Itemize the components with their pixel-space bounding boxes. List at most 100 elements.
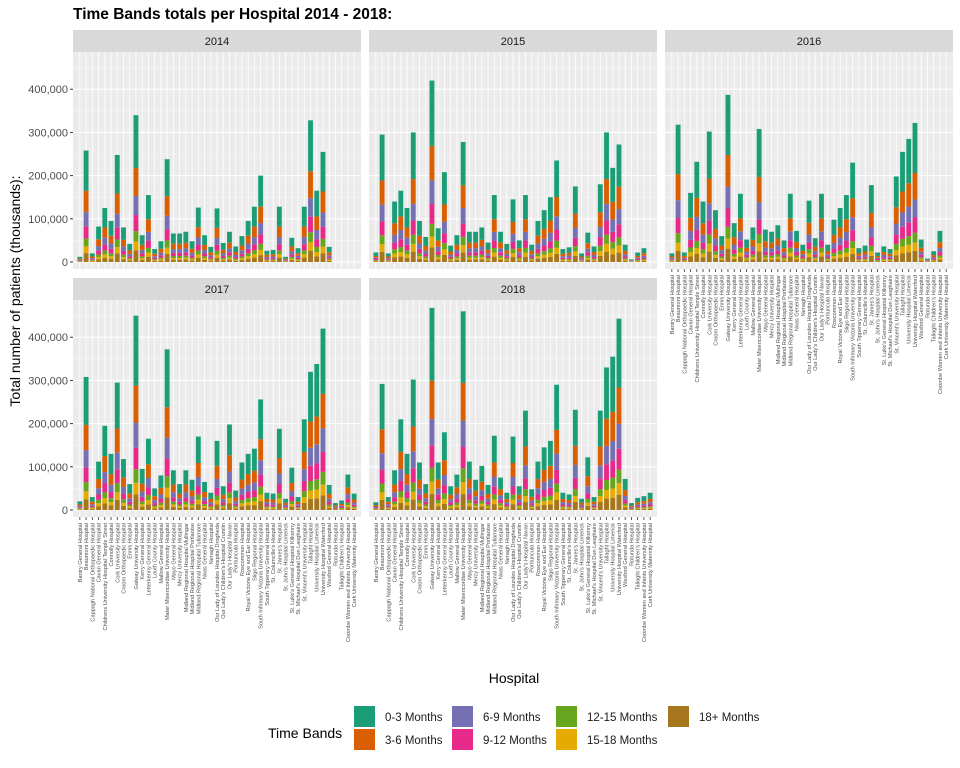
bar-segment (491, 476, 497, 487)
bar-segment (227, 503, 232, 510)
bar-segment (454, 253, 460, 257)
bar-segment (295, 497, 301, 502)
gridlines (665, 52, 953, 269)
bar-segment (560, 260, 566, 261)
bar-segment (164, 196, 170, 216)
x-tick-label: Roscommon Hospital (240, 523, 246, 576)
bar-segment (591, 507, 597, 509)
bar-segment (541, 447, 547, 470)
bar-segment (485, 242, 491, 250)
bar-segment (152, 488, 158, 497)
bar-segment (485, 501, 491, 505)
bar-segment (264, 502, 270, 505)
bar-segment (442, 243, 447, 250)
bar-segment (700, 223, 706, 235)
bar-segment (108, 453, 114, 475)
bar-segment (731, 249, 737, 254)
bar-segment (498, 231, 503, 243)
bar-segment (351, 506, 357, 508)
bar-segment (233, 255, 239, 258)
bar-segment (906, 183, 912, 207)
bar-segment (694, 229, 700, 241)
bar-segment (731, 223, 737, 238)
bar-segment (108, 505, 114, 510)
bar-segment (554, 483, 560, 493)
bar-segment (152, 496, 158, 501)
bar-segment (189, 248, 195, 253)
bar-segment (146, 256, 151, 262)
facet-2017: 2017 (73, 278, 361, 517)
bar-segment (435, 488, 441, 495)
bar-segment (320, 328, 326, 394)
bar-segment (301, 226, 307, 238)
bar-segment (258, 255, 264, 262)
bar-segment (121, 499, 126, 503)
bar-segment (258, 474, 264, 487)
bar-segment (585, 486, 591, 494)
bar-segment (170, 501, 176, 505)
bar-segment (96, 246, 101, 251)
bar-segment (227, 455, 232, 472)
bar-segment (410, 499, 416, 510)
bar-segment (694, 216, 700, 230)
bar-segment (572, 501, 578, 510)
y-tick-label: 200,000 (28, 419, 68, 431)
bar-segment (89, 501, 95, 505)
bar-segment (195, 486, 201, 495)
bar-segment (308, 216, 313, 233)
bar-segment (466, 499, 472, 504)
x-tick-label: Bantry General Hospital (374, 523, 380, 582)
legend-swatch (452, 729, 473, 750)
legend-item: 15-18 Months (556, 729, 658, 750)
bar-segment (454, 487, 460, 495)
bar-segment (121, 502, 126, 506)
bar-segment (585, 505, 591, 510)
bar-segment (220, 253, 226, 256)
bar-segment (491, 219, 497, 232)
bar-segment (183, 248, 189, 253)
bar-segment (423, 498, 429, 502)
bar-segment (750, 259, 756, 262)
bar-segment (301, 206, 307, 227)
bar-segment (301, 497, 307, 503)
bar-segment (843, 231, 849, 241)
bar-segment (423, 484, 429, 494)
bar-segment (931, 255, 937, 258)
bar-segment (121, 493, 126, 500)
facet-2014: 2014 (73, 30, 361, 269)
x-tick-label: Midland Regional Hospital Mullingar (776, 275, 782, 364)
bar-segment (893, 207, 899, 224)
bar-segment (856, 248, 862, 254)
bar-segment (139, 249, 145, 254)
x-tick-label: Royal Victoria Eye and Ear Hospital (542, 523, 548, 612)
x-tick-label: Mercy University Hospital (770, 275, 776, 338)
bar-segment (183, 492, 189, 498)
bar-segment (164, 159, 170, 197)
bar-segment (694, 247, 700, 254)
x-tick-label: Midland Regional Hospital Tullamore (492, 523, 498, 614)
bar-segment (762, 251, 768, 256)
bar-segment (139, 504, 145, 507)
bar-segment (604, 445, 609, 465)
bar-segment (121, 254, 126, 258)
bar-segment (460, 245, 466, 253)
x-tick-label: Tallaght Children's Hospital (932, 275, 938, 342)
bar-segment (641, 496, 647, 502)
legend-item: 18+ Months (668, 706, 760, 727)
bar-segment (597, 184, 603, 213)
bar-segment (719, 250, 725, 254)
bar-segment (189, 479, 195, 491)
bar-segment (83, 150, 89, 191)
bar-segment (635, 261, 641, 262)
x-tick-label: Mercy University Hospital (178, 523, 184, 586)
bar-segment (379, 453, 385, 470)
bar-segment (516, 258, 522, 261)
bar-segment (554, 384, 560, 430)
bar-segment (454, 235, 460, 245)
bar-segment (604, 132, 609, 180)
bar-segment (189, 255, 195, 258)
x-tick-label: Our Lady of Lourdes Hospital Drogheda (511, 522, 517, 622)
bar-segment (719, 259, 725, 262)
bar-segment (108, 484, 114, 493)
x-tick-label: Midland Regional Hospital Mullingar (480, 523, 486, 612)
